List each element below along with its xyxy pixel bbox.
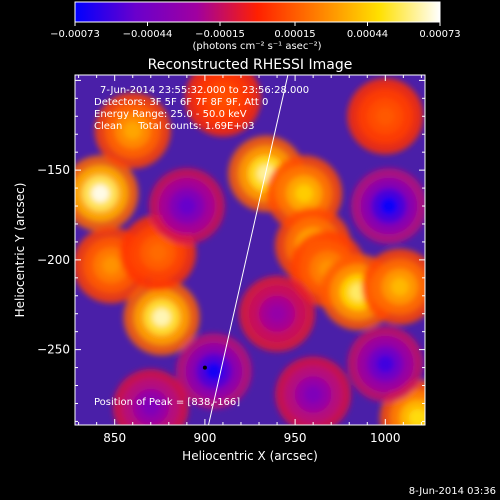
y-tick-label: −200 bbox=[37, 253, 70, 267]
colorbar-ticks: −0.00073 −0.00044 −0.00015 0.00015 0.00044 0.… bbox=[50, 22, 461, 40]
heat-blob bbox=[304, 385, 323, 404]
annotation-time-range: 7-Jun-2014 23:55:32.000 to 23:56:28.000 bbox=[100, 85, 310, 96]
heat-blob bbox=[376, 107, 395, 126]
x-axis-label: Heliocentric X (arcsec) bbox=[182, 449, 318, 463]
heat-blob bbox=[148, 243, 167, 262]
heat-blob bbox=[379, 197, 398, 216]
chart-title: Reconstructed RHESSI Image bbox=[148, 57, 353, 73]
x-axis: 850 900 950 1000 bbox=[78, 75, 422, 445]
plot-frame bbox=[74, 74, 426, 426]
annotation-clean: Clean Total counts: 1.69E+03 bbox=[94, 121, 255, 132]
colorbar-tick-label: 0.00073 bbox=[419, 29, 460, 40]
peak-marker bbox=[202, 365, 207, 370]
colorbar bbox=[74, 1, 441, 23]
heat-blob bbox=[141, 398, 160, 417]
heat-blob bbox=[204, 362, 223, 381]
heat-blob bbox=[123, 121, 142, 140]
annotation-energy: Energy Range: 25.0 - 50.0 keV bbox=[94, 109, 247, 120]
heat-blob bbox=[376, 354, 395, 373]
colorbar-tick-label: 0.00015 bbox=[274, 29, 315, 40]
heat-blob bbox=[408, 408, 425, 425]
heat-blob bbox=[91, 184, 110, 203]
y-tick-label: −250 bbox=[37, 343, 70, 357]
x-tick-label: 1000 bbox=[370, 431, 401, 445]
colorbar-unit-label: (photons cm⁻² s⁻¹ asec⁻²) bbox=[192, 41, 321, 52]
heatmap-field bbox=[75, 75, 425, 425]
colorbar-tick-label: −0.00073 bbox=[50, 29, 100, 40]
heat-blob bbox=[213, 89, 232, 108]
colorbar-tick-label: −0.00015 bbox=[195, 29, 245, 40]
x-tick-label: 950 bbox=[284, 431, 307, 445]
colorbar-tick-label: 0.00044 bbox=[347, 29, 388, 40]
heat-blob bbox=[295, 184, 314, 203]
footer-date: 8-Jun-2014 03:36 bbox=[409, 486, 496, 497]
x-tick-label: 850 bbox=[103, 431, 126, 445]
heat-blob bbox=[152, 308, 171, 327]
y-tick-label: −150 bbox=[37, 163, 70, 177]
heat-blob bbox=[177, 197, 196, 216]
limb-line-group bbox=[202, 75, 289, 425]
y-axis: −150 −200 −250 bbox=[37, 79, 425, 422]
heat-blob bbox=[102, 256, 121, 275]
x-tick-label: 900 bbox=[193, 431, 216, 445]
y-axis-label: Heliocentric Y (arcsec) bbox=[13, 183, 27, 318]
heat-blob bbox=[268, 304, 287, 323]
heat-blob bbox=[390, 277, 409, 296]
annotation-peak-position: Position of Peak = [838,-166] bbox=[94, 397, 241, 408]
annotation-detectors: Detectors: 3F 5F 6F 7F 8F 9F, Att 0 bbox=[94, 97, 269, 108]
solar-limb-line bbox=[208, 75, 289, 425]
colorbar-tick-label: −0.00044 bbox=[123, 29, 173, 40]
